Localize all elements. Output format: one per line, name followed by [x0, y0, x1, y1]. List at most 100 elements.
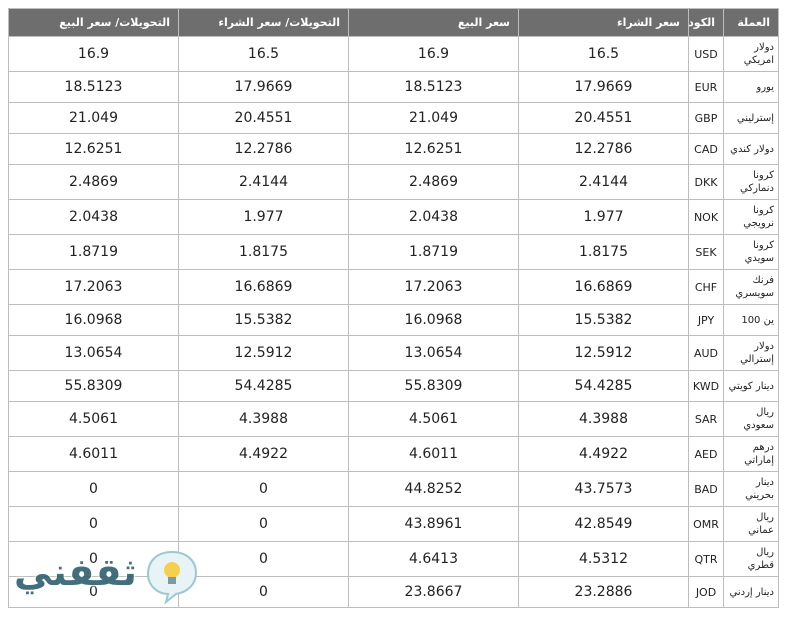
rate-cell: 1.8175: [178, 234, 349, 270]
table-row: فرنك سويسري CHF 16.6869 17.2063 16.6869 17.20…: [8, 269, 779, 305]
table-row: إسترليني GBP 20.4551 21.049 20.4551 21.049: [8, 102, 779, 134]
rate-cell: 44.8252: [348, 471, 519, 507]
rate-cell: 16.5: [518, 36, 689, 72]
rate-cell: 16.0968: [348, 304, 519, 336]
table-row: دولار امريكي USD 16.5 16.9 16.5 16.9: [8, 36, 779, 72]
currency-code: EUR: [688, 71, 724, 103]
rate-cell: 17.9669: [178, 71, 349, 103]
rate-cell: 0: [8, 506, 179, 542]
rate-cell: 4.6011: [348, 436, 519, 472]
rate-cell: 4.6413: [348, 541, 519, 577]
currency-name: درهم إماراتي: [723, 436, 779, 472]
rate-cell: 16.0968: [8, 304, 179, 336]
table-row: ريال عماني OMR 42.8549 43.8961 0 0: [8, 506, 779, 542]
currency-code: USD: [688, 36, 724, 72]
currency-name: فرنك سويسري: [723, 269, 779, 305]
rate-cell: 4.5061: [8, 401, 179, 437]
rate-cell: 12.6251: [348, 133, 519, 165]
rate-cell: 17.9669: [518, 71, 689, 103]
rate-cell: 12.5912: [178, 335, 349, 371]
column-header: التحويلات/ سعر البيع: [8, 8, 179, 37]
rate-cell: 20.4551: [178, 102, 349, 134]
table-row: ين 100 JPY 15.5382 16.0968 15.5382 16.0968: [8, 304, 779, 336]
currency-name: ريال عماني: [723, 506, 779, 542]
currency-name: كرونا نرويجي: [723, 199, 779, 235]
currency-name: دينار بحريني: [723, 471, 779, 507]
currency-code: DKK: [688, 164, 724, 200]
rate-cell: 4.5312: [518, 541, 689, 577]
rate-cell: 16.9: [8, 36, 179, 72]
table-row: ريال قطري QTR 4.5312 4.6413 0 0: [8, 541, 779, 577]
rate-cell: 0: [178, 506, 349, 542]
rate-cell: 4.3988: [518, 401, 689, 437]
rate-cell: 2.0438: [8, 199, 179, 235]
rate-cell: 2.4144: [178, 164, 349, 200]
rate-cell: 12.5912: [518, 335, 689, 371]
rate-cell: 20.4551: [518, 102, 689, 134]
rate-cell: 21.049: [8, 102, 179, 134]
currency-name: دولار امريكي: [723, 36, 779, 72]
rate-cell: 4.4922: [518, 436, 689, 472]
rate-cell: 0: [8, 471, 179, 507]
rate-cell: 23.2886: [518, 576, 689, 608]
rate-cell: 54.4285: [178, 370, 349, 402]
rate-cell: 1.977: [518, 199, 689, 235]
currency-code: BAD: [688, 471, 724, 507]
rate-cell: 15.5382: [518, 304, 689, 336]
currency-code: OMR: [688, 506, 724, 542]
currency-code: JOD: [688, 576, 724, 608]
column-header: العملة: [723, 8, 779, 37]
currency-code: CHF: [688, 269, 724, 305]
currency-code: QTR: [688, 541, 724, 577]
rate-cell: 1.977: [178, 199, 349, 235]
logo-icon: [146, 550, 198, 605]
header-row: العملة الكود سعر الشراء سعر البيع التحويلات/…: [8, 8, 779, 37]
currency-name: كرونا دنماركي: [723, 164, 779, 200]
rate-cell: 43.7573: [518, 471, 689, 507]
currency-table: العملة الكود سعر الشراء سعر البيع التحويلات/…: [8, 8, 779, 608]
rate-cell: 23.8667: [348, 576, 519, 608]
rate-cell: 4.5061: [348, 401, 519, 437]
rate-cell: 16.5: [178, 36, 349, 72]
rate-cell: 55.8309: [8, 370, 179, 402]
table-row: دينار كويتي KWD 54.4285 55.8309 54.4285 55.83…: [8, 370, 779, 402]
rate-cell: 1.8175: [518, 234, 689, 270]
rate-cell: 4.6011: [8, 436, 179, 472]
rate-cell: 0: [178, 471, 349, 507]
rate-cell: 12.2786: [518, 133, 689, 165]
rate-cell: 1.8719: [8, 234, 179, 270]
currency-code: SAR: [688, 401, 724, 437]
watermark-text: ثقفني: [14, 550, 137, 594]
currency-code: KWD: [688, 370, 724, 402]
rate-cell: 4.4922: [178, 436, 349, 472]
rate-cell: 17.2063: [8, 269, 179, 305]
currency-code: JPY: [688, 304, 724, 336]
table-row: كرونا دنماركي DKK 2.4144 2.4869 2.4144 2.4869: [8, 164, 779, 200]
rate-cell: 2.4869: [348, 164, 519, 200]
rate-cell: 2.0438: [348, 199, 519, 235]
rate-cell: 43.8961: [348, 506, 519, 542]
rate-cell: 17.2063: [348, 269, 519, 305]
column-header: التحويلات/ سعر الشراء: [178, 8, 349, 37]
table-row: درهم إماراتي AED 4.4922 4.6011 4.4922 4.6011: [8, 436, 779, 472]
rate-cell: 18.5123: [348, 71, 519, 103]
rate-cell: 18.5123: [8, 71, 179, 103]
currency-code: AED: [688, 436, 724, 472]
currency-name: دولار إسترالي: [723, 335, 779, 371]
rate-cell: 12.6251: [8, 133, 179, 165]
rate-cell: 16.6869: [518, 269, 689, 305]
table-row: دينار بحريني BAD 43.7573 44.8252 0 0: [8, 471, 779, 507]
currency-name: يورو: [723, 71, 779, 103]
currency-code: GBP: [688, 102, 724, 134]
currency-name: دينار إردني: [723, 576, 779, 608]
watermark: ثقفني: [14, 546, 214, 606]
currency-name: ريال سعودي: [723, 401, 779, 437]
table-body: دولار امريكي USD 16.5 16.9 16.5 16.9 يورو EUR 17…: [8, 36, 779, 608]
rate-cell: 15.5382: [178, 304, 349, 336]
currency-name: إسترليني: [723, 102, 779, 134]
currency-code: NOK: [688, 199, 724, 235]
column-header: سعر البيع: [348, 8, 519, 37]
currency-code: CAD: [688, 133, 724, 165]
